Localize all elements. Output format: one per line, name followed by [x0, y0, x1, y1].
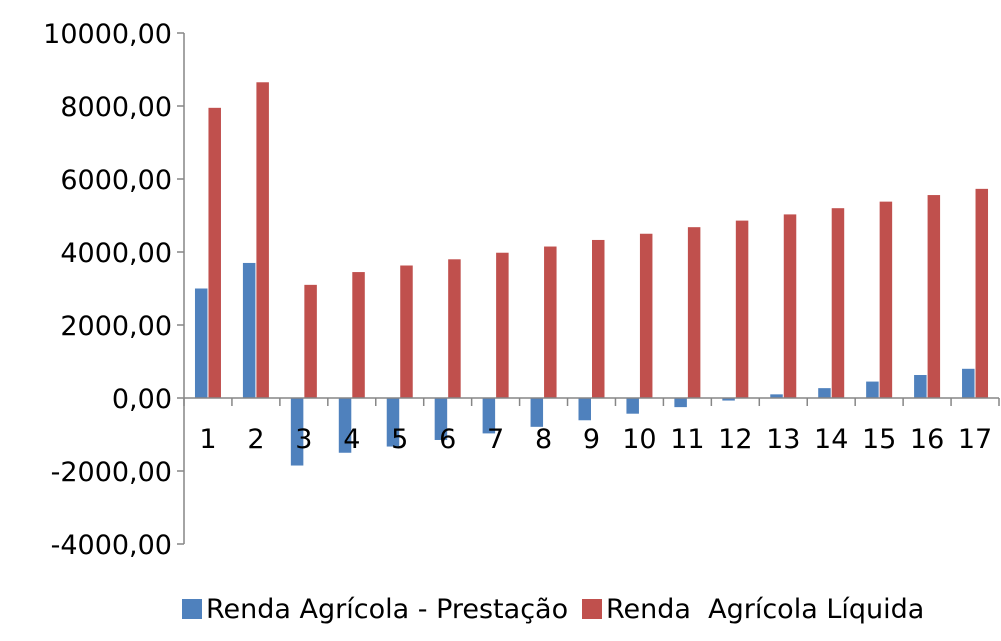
x-tick-label: 5: [391, 424, 408, 455]
bar-series-1: [962, 368, 975, 398]
bar-series-2: [975, 188, 989, 398]
x-tick-label: 3: [295, 424, 312, 455]
bar-series-1: [242, 262, 256, 398]
y-tick-label: 6000,00: [60, 165, 172, 196]
bar-series-2: [304, 284, 317, 398]
x-tick-label: 13: [766, 424, 800, 455]
x-tick-label: 11: [670, 424, 704, 455]
x-tick-label: 12: [718, 424, 752, 455]
y-tick-label: -4000,00: [51, 530, 172, 561]
bar-series-1: [770, 394, 783, 398]
y-tick-label: 10000,00: [43, 19, 172, 50]
x-tick-label: 4: [343, 424, 360, 455]
bar-series-2: [400, 265, 413, 398]
bar-series-2: [544, 246, 557, 398]
bar-series-1: [386, 398, 400, 447]
bar-series-1: [194, 288, 208, 398]
bar-series-1: [482, 398, 496, 434]
bar-series-2: [735, 220, 749, 398]
legend: Renda Agrícola - Prestação Renda Agrícol…: [182, 594, 924, 625]
x-tick-label: 1: [199, 424, 216, 455]
legend-label-series-1: Renda Agrícola - Prestação: [206, 594, 568, 625]
y-tick-label: 0,00: [112, 384, 172, 415]
bar-series-1: [674, 398, 687, 408]
y-tick-label: 2000,00: [60, 311, 172, 342]
x-tick-label: 14: [814, 424, 848, 455]
bar-series-1: [578, 398, 591, 421]
bar-series-1: [338, 398, 352, 453]
bar-series-1: [626, 398, 639, 414]
bar-series-2: [927, 195, 941, 398]
bar-series-2: [256, 82, 269, 399]
x-tick-label: 8: [535, 424, 552, 455]
x-axis: 1 2 3 4 5 6 7 8 9 10 11 12 13 14 15 16 17: [183, 397, 1000, 455]
bar-series-1: [866, 381, 879, 398]
x-tick-label: 7: [487, 424, 504, 455]
bar-series-1: [290, 398, 304, 466]
bar-series-1: [434, 398, 448, 440]
bar-series-2: [592, 239, 605, 398]
y-tick-label: -2000,00: [51, 457, 172, 488]
bar-series-2: [352, 272, 365, 398]
x-tick-label: 16: [910, 424, 944, 455]
legend-label-series-2: Renda Agrícola Líquida: [606, 594, 924, 625]
bar-series-2: [639, 233, 653, 398]
x-tick-label: 17: [958, 424, 992, 455]
bars: [194, 82, 989, 466]
bar-series-2: [496, 252, 509, 398]
bar-series-2: [687, 227, 701, 398]
bar-series-1: [722, 398, 735, 401]
bar-series-2: [879, 201, 893, 398]
x-tick-label: 9: [583, 424, 600, 455]
x-tick-label: 2: [247, 424, 264, 455]
x-tick-label: 15: [862, 424, 896, 455]
bar-series-1: [818, 388, 831, 398]
y-axis: -4000,00 -2000,00 0,00 2000,00 4000,00 6000,0…: [43, 19, 185, 561]
bar-series-1: [530, 398, 544, 427]
x-tick-label: 6: [439, 424, 456, 455]
bar-series-2: [448, 259, 461, 398]
y-tick-label: 8000,00: [60, 92, 172, 123]
bar-series-2: [783, 214, 797, 398]
x-tick-label: 10: [622, 424, 656, 455]
legend-swatch-series-1: [182, 599, 202, 619]
bar-series-2: [208, 107, 221, 398]
y-tick-label: 4000,00: [60, 238, 172, 269]
bar-series-2: [831, 208, 845, 398]
bar-series-1: [914, 375, 927, 398]
legend-swatch-series-2: [582, 599, 602, 619]
